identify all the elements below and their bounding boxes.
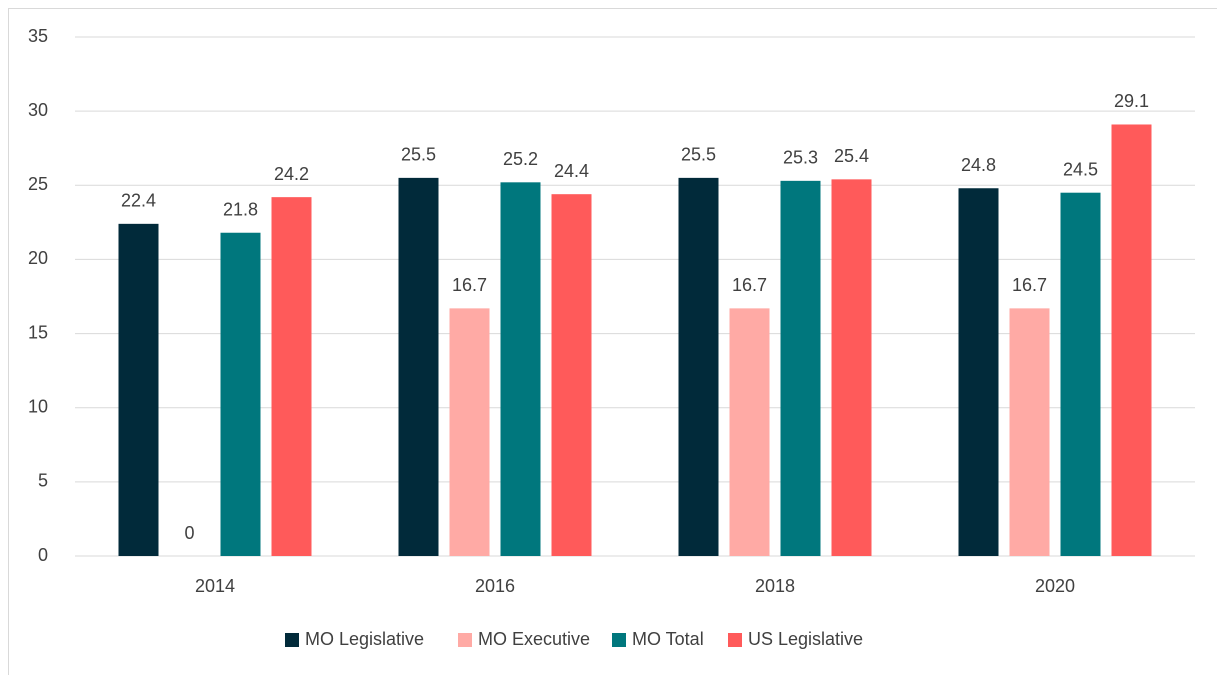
- y-tick-label: 20: [28, 248, 48, 268]
- legend-label: MO Legislative: [305, 629, 424, 649]
- x-tick-label: 2020: [1035, 576, 1075, 596]
- data-label: 24.5: [1063, 159, 1098, 179]
- bar: [551, 194, 592, 556]
- data-label: 25.3: [783, 148, 818, 168]
- bar: [220, 232, 261, 557]
- data-label: 16.7: [732, 275, 767, 295]
- x-tick-label: 2014: [195, 576, 235, 596]
- data-label: 21.8: [223, 199, 258, 219]
- y-tick-label: 10: [28, 396, 48, 416]
- data-label: 25.5: [401, 145, 436, 165]
- y-tick-label: 25: [28, 174, 48, 194]
- data-label: 24.8: [961, 155, 996, 175]
- data-label: 16.7: [1012, 275, 1047, 295]
- x-tick-label: 2016: [475, 576, 515, 596]
- legend-swatch: [458, 633, 472, 647]
- y-tick-label: 15: [28, 322, 48, 342]
- bar: [1009, 308, 1050, 556]
- bar: [729, 308, 770, 556]
- bar: [271, 197, 312, 557]
- bar: [118, 223, 159, 556]
- data-label: 25.2: [503, 149, 538, 169]
- data-label: 24.2: [274, 164, 309, 184]
- y-tick-label: 35: [28, 26, 48, 46]
- legend-swatch: [612, 633, 626, 647]
- data-label: 22.4: [121, 191, 156, 211]
- legend-swatch: [728, 633, 742, 647]
- legend-label: MO Total: [632, 629, 704, 649]
- bar: [831, 179, 872, 556]
- y-tick-label: 0: [38, 545, 48, 565]
- data-label: 25.4: [834, 146, 869, 166]
- legend-label: US Legislative: [748, 629, 863, 649]
- bar: [958, 188, 999, 556]
- data-label: 24.4: [554, 161, 589, 181]
- bar: [398, 177, 439, 556]
- bar: [678, 177, 719, 556]
- chart-border: [8, 8, 1217, 675]
- bar: [500, 182, 541, 556]
- bar: [449, 308, 490, 556]
- legend-swatch: [285, 633, 299, 647]
- y-tick-label: 5: [38, 471, 48, 491]
- data-label: 29.1: [1114, 91, 1149, 111]
- bar: [1060, 192, 1101, 556]
- bar: [1111, 124, 1152, 556]
- x-tick-label: 2018: [755, 576, 795, 596]
- y-tick-label: 30: [28, 100, 48, 120]
- bar: [780, 180, 821, 556]
- data-label: 0: [184, 523, 194, 543]
- legend-label: MO Executive: [478, 629, 590, 649]
- data-label: 16.7: [452, 275, 487, 295]
- data-label: 25.5: [681, 145, 716, 165]
